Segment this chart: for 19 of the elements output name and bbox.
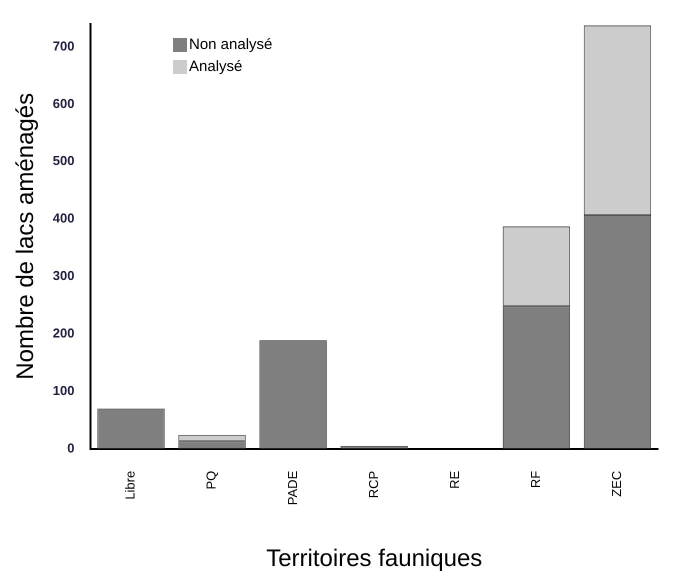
y-tick-label: 400: [52, 210, 74, 226]
y-tick-label: 700: [52, 38, 74, 54]
y-tick-label: 0: [67, 440, 74, 456]
y-axis-title: Nombre de lacs aménagés: [12, 92, 40, 380]
legend-label: Analysé: [189, 57, 242, 77]
y-tick-label: 100: [52, 382, 74, 398]
x-tick-label: RCP: [366, 470, 381, 498]
x-tick-label: RF: [528, 470, 543, 488]
legend-label: Non analysé: [189, 35, 272, 55]
y-tick-label: 200: [52, 325, 74, 340]
x-tick-label: Libre: [122, 470, 138, 500]
x-tick-label: PQ: [204, 470, 219, 490]
y-tick-label: 500: [52, 153, 74, 168]
y-tick-label: 300: [52, 268, 74, 284]
y-tick-label: 600: [52, 96, 74, 111]
x-axis-title: Territoires fauniques: [266, 545, 482, 572]
x-tick-label: ZEC: [609, 470, 624, 497]
x-tick-label: PADE: [284, 470, 300, 506]
x-tick-label: RE: [446, 470, 462, 489]
